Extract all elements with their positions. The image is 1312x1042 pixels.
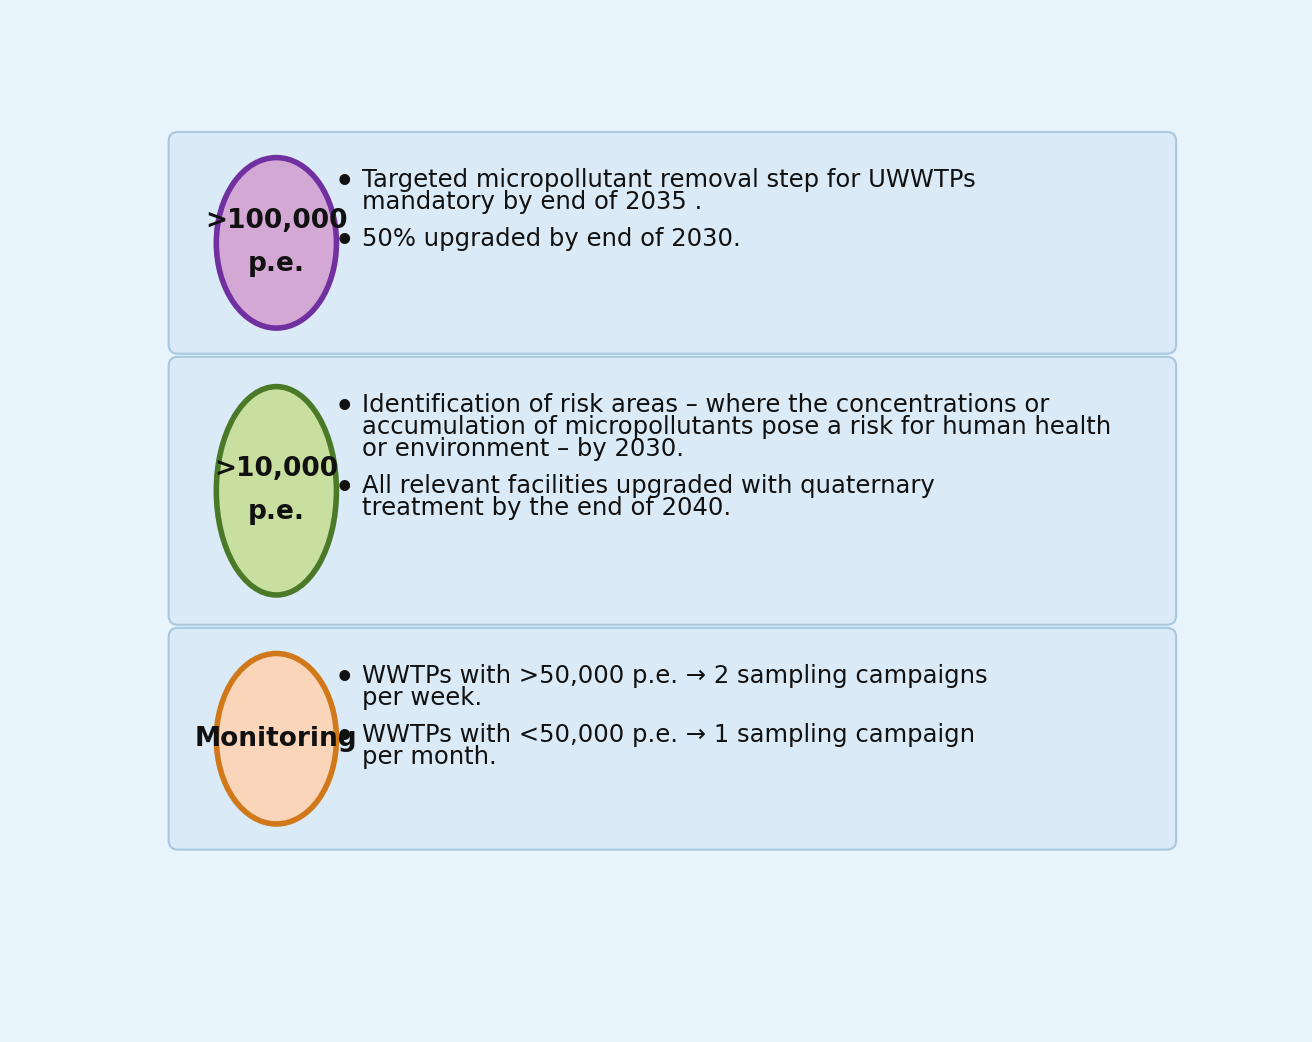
Text: per week.: per week. <box>362 686 482 710</box>
FancyBboxPatch shape <box>169 132 1176 353</box>
Text: •: • <box>335 723 354 752</box>
Text: WWTPs with >50,000 p.e. → 2 sampling campaigns: WWTPs with >50,000 p.e. → 2 sampling cam… <box>362 664 987 688</box>
Text: treatment by the end of 2040.: treatment by the end of 2040. <box>362 496 731 520</box>
FancyBboxPatch shape <box>169 356 1176 625</box>
Text: •: • <box>335 168 354 197</box>
Text: p.e.: p.e. <box>248 499 304 525</box>
Text: Monitoring: Monitoring <box>195 725 358 751</box>
Text: p.e.: p.e. <box>248 251 304 277</box>
Text: •: • <box>335 474 354 503</box>
Text: per month.: per month. <box>362 745 496 769</box>
Ellipse shape <box>216 387 336 595</box>
Text: All relevant facilities upgraded with quaternary: All relevant facilities upgraded with qu… <box>362 474 934 498</box>
Text: >10,000: >10,000 <box>214 456 338 482</box>
Text: Identification of risk areas – where the concentrations or: Identification of risk areas – where the… <box>362 393 1050 417</box>
Text: or environment – by 2030.: or environment – by 2030. <box>362 437 684 461</box>
Text: WWTPs with <50,000 p.e. → 1 sampling campaign: WWTPs with <50,000 p.e. → 1 sampling cam… <box>362 723 975 747</box>
Text: 50% upgraded by end of 2030.: 50% upgraded by end of 2030. <box>362 227 740 251</box>
Text: accumulation of micropollutants pose a risk for human health: accumulation of micropollutants pose a r… <box>362 415 1111 439</box>
FancyBboxPatch shape <box>169 628 1176 849</box>
Text: •: • <box>335 227 354 256</box>
Ellipse shape <box>216 157 336 328</box>
Text: Targeted micropollutant removal step for UWWTPs: Targeted micropollutant removal step for… <box>362 168 975 192</box>
Text: •: • <box>335 393 354 422</box>
Text: •: • <box>335 664 354 693</box>
Ellipse shape <box>216 653 336 824</box>
Text: >100,000: >100,000 <box>205 208 348 234</box>
Text: mandatory by end of 2035 .: mandatory by end of 2035 . <box>362 190 702 214</box>
